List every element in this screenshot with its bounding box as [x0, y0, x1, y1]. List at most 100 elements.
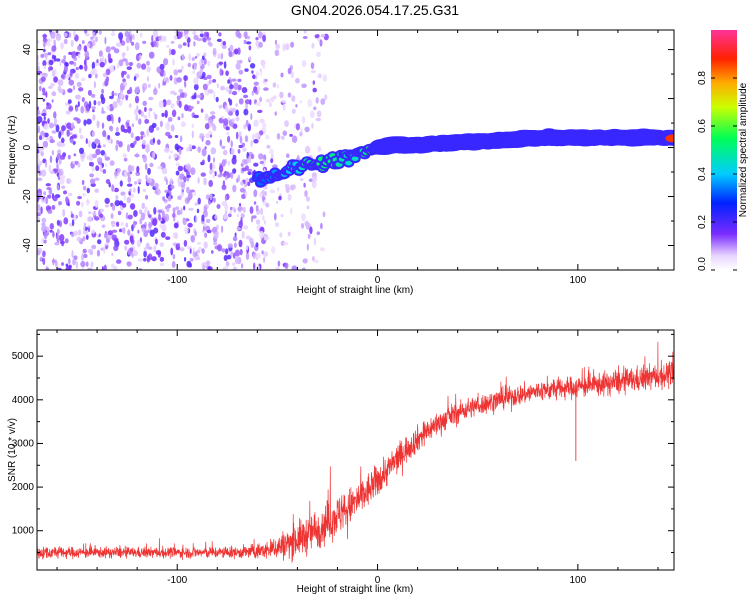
ridge-blob	[345, 160, 353, 166]
noise-blob	[255, 219, 261, 225]
noise-blob	[125, 222, 129, 228]
noise-blob	[41, 217, 47, 223]
noise-blob	[237, 207, 241, 212]
noise-blob	[231, 107, 237, 113]
noise-blob	[52, 231, 55, 238]
noise-blob	[119, 36, 123, 44]
noise-blob	[116, 221, 120, 227]
noise-blob	[38, 146, 43, 153]
noise-blob	[187, 62, 191, 68]
noise-blob	[123, 157, 128, 162]
noise-blob	[303, 30, 307, 34]
noise-blob	[180, 191, 184, 198]
noise-blob	[86, 118, 92, 125]
noise-blob	[148, 214, 152, 219]
noise-blob	[94, 199, 99, 208]
noise-blob	[65, 74, 70, 79]
noise-blob	[193, 62, 197, 70]
noise-blob	[114, 170, 118, 177]
noise-blob	[284, 262, 289, 269]
noise-blob	[37, 211, 41, 215]
noise-blob	[227, 135, 231, 143]
noise-blob	[87, 267, 93, 270]
noise-blob	[217, 53, 221, 60]
noise-blob	[202, 159, 205, 165]
noise-blob	[206, 74, 212, 80]
noise-blob	[261, 122, 267, 129]
noise-blob	[100, 96, 106, 105]
noise-blob	[118, 93, 124, 99]
noise-blob	[209, 79, 212, 84]
noise-blob	[51, 150, 55, 156]
noise-blob	[319, 39, 323, 47]
noise-blob	[88, 73, 92, 79]
noise-blob	[89, 173, 94, 178]
ridge-blob	[351, 156, 359, 162]
noise-blob	[162, 210, 165, 219]
noise-blob	[239, 136, 243, 144]
noise-blob	[81, 201, 84, 208]
noise-blob	[133, 140, 137, 145]
noise-blob	[40, 76, 46, 82]
noise-blob	[195, 250, 201, 254]
noise-blob	[79, 134, 84, 140]
noise-blob	[63, 32, 68, 38]
noise-blob	[205, 133, 211, 139]
noise-blob	[189, 189, 196, 193]
noise-blob	[177, 195, 182, 200]
noise-blob	[220, 85, 226, 91]
noise-blob	[166, 99, 172, 106]
noise-blob	[224, 194, 227, 202]
noise-blob	[254, 132, 260, 140]
noise-blob	[223, 254, 228, 262]
noise-blob	[191, 95, 197, 100]
noise-blob	[305, 222, 311, 230]
noise-blob	[230, 140, 233, 148]
noise-blob	[225, 126, 230, 131]
noise-blob	[236, 59, 239, 67]
noise-blob	[140, 135, 144, 140]
noise-blob	[261, 250, 264, 255]
noise-blob	[70, 211, 73, 214]
noise-blob	[245, 245, 249, 251]
noise-blob	[200, 172, 206, 177]
noise-blob	[266, 144, 271, 149]
noise-blob	[315, 97, 319, 104]
noise-blob	[232, 236, 238, 242]
x-tick-label: 100	[570, 575, 587, 586]
noise-blob	[177, 165, 184, 172]
noise-blob	[322, 211, 326, 218]
noise-blob	[129, 203, 136, 210]
noise-blob	[196, 53, 201, 57]
noise-blob	[159, 120, 163, 128]
noise-blob	[147, 253, 153, 261]
noise-blob	[95, 36, 98, 43]
noise-blob	[111, 204, 116, 211]
noise-blob	[110, 64, 115, 73]
noise-blob	[304, 126, 310, 133]
noise-blob	[220, 52, 224, 60]
noise-blob	[236, 178, 239, 183]
noise-blob	[86, 198, 90, 206]
noise-blob	[49, 229, 53, 233]
noise-blob	[73, 56, 78, 62]
noise-blob	[107, 230, 114, 236]
noise-blob	[53, 76, 58, 83]
noise-blob	[274, 49, 280, 57]
noise-blob	[96, 59, 99, 64]
noise-blob	[276, 200, 279, 204]
noise-blob	[234, 242, 237, 248]
noise-blob	[65, 110, 71, 115]
noise-blob	[175, 206, 180, 211]
noise-blob	[237, 149, 241, 154]
noise-blob	[95, 148, 101, 156]
noise-blob	[255, 101, 261, 107]
noise-blob	[127, 126, 132, 134]
noise-blob	[78, 87, 84, 92]
noise-blob	[164, 147, 170, 153]
noise-blob	[60, 74, 65, 79]
noise-blob	[135, 171, 141, 176]
noise-blob	[122, 70, 127, 75]
noise-blob	[211, 115, 216, 120]
noise-blob	[166, 207, 170, 212]
